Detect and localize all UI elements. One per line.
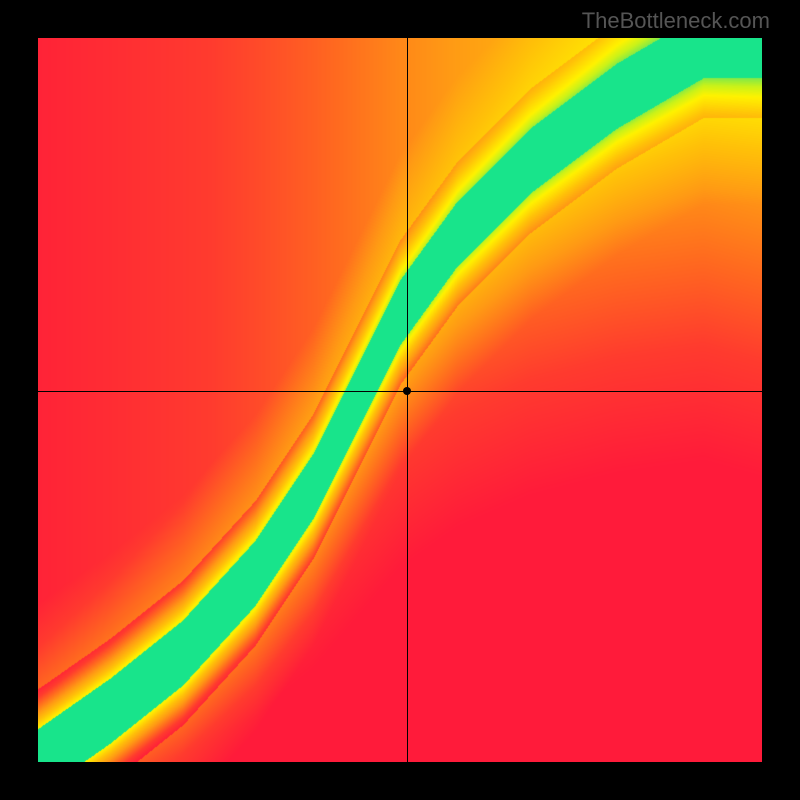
chart-container: { "watermark": "TheBottleneck.com", "cha… [0, 0, 800, 800]
crosshair-vertical [407, 38, 408, 762]
watermark-text: TheBottleneck.com [582, 8, 770, 34]
heatmap-canvas [38, 38, 762, 762]
crosshair-marker [403, 387, 411, 395]
crosshair-horizontal [38, 391, 762, 392]
plot-area [38, 38, 762, 762]
